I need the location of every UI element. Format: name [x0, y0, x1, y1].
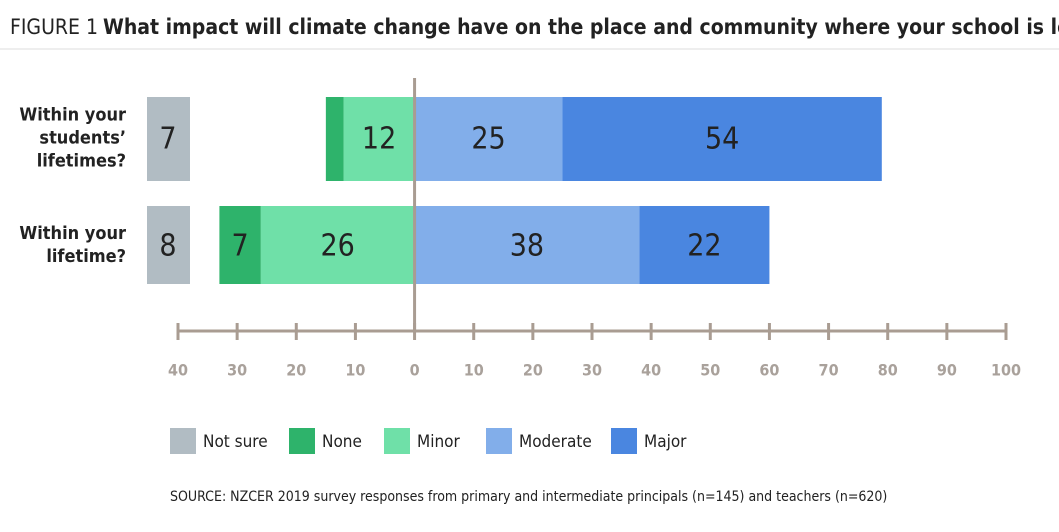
- legend-swatch: [611, 428, 637, 454]
- data-label: 8: [159, 229, 176, 264]
- bar-segment: [639, 206, 770, 284]
- legend-swatch: [170, 428, 196, 454]
- legend-swatch: [486, 428, 512, 454]
- x-tick-label: 100: [991, 361, 1021, 380]
- category-label: Within your lifetime?: [19, 223, 126, 267]
- x-tick-label: 90: [937, 361, 957, 380]
- x-tick-label: 40: [641, 361, 661, 380]
- data-label: 54: [705, 122, 739, 157]
- bar-segment: [219, 206, 261, 284]
- data-label: 7: [159, 122, 176, 157]
- data-label: 7: [232, 229, 249, 264]
- x-tick-label: 20: [523, 361, 543, 380]
- legend-label: Minor: [417, 432, 460, 452]
- data-label: 38: [510, 229, 544, 264]
- x-tick-label: 0: [410, 361, 420, 380]
- not-sure-box: [147, 206, 190, 284]
- bar-segment: [562, 97, 882, 181]
- data-label: 22: [687, 229, 721, 264]
- bar-segment: [325, 97, 344, 181]
- bar-segment: [414, 97, 563, 181]
- x-tick-label: 10: [345, 361, 365, 380]
- legend-label: None: [322, 432, 362, 452]
- legend-label: Moderate: [519, 432, 592, 452]
- data-label: 12: [362, 122, 396, 157]
- not-sure-box: [147, 97, 190, 181]
- x-tick-label: 10: [464, 361, 484, 380]
- x-tick-label: 20: [286, 361, 306, 380]
- x-tick-label: 60: [759, 361, 779, 380]
- x-tick-label: 30: [227, 361, 247, 380]
- data-label: 26: [321, 229, 355, 264]
- legend-label: Not sure: [203, 432, 268, 452]
- x-tick-label: 40: [168, 361, 188, 380]
- category-label: Within your students’ lifetimes?: [19, 104, 126, 172]
- figure-label: FIGURE 1: [10, 15, 98, 39]
- x-tick-label: 80: [878, 361, 898, 380]
- x-tick-label: 70: [819, 361, 839, 380]
- bar-segment: [260, 206, 415, 284]
- bar-segment: [414, 206, 640, 284]
- x-tick-label: 50: [700, 361, 720, 380]
- legend-swatch: [384, 428, 410, 454]
- data-label: 25: [471, 122, 505, 157]
- x-tick-label: 30: [582, 361, 602, 380]
- source-note: SOURCE: NZCER 2019 survey responses from…: [170, 489, 887, 505]
- legend-swatch: [289, 428, 315, 454]
- legend-label: Major: [644, 432, 687, 452]
- bar-segment: [343, 97, 415, 181]
- chart-title: What impact will climate change have on …: [103, 15, 1059, 39]
